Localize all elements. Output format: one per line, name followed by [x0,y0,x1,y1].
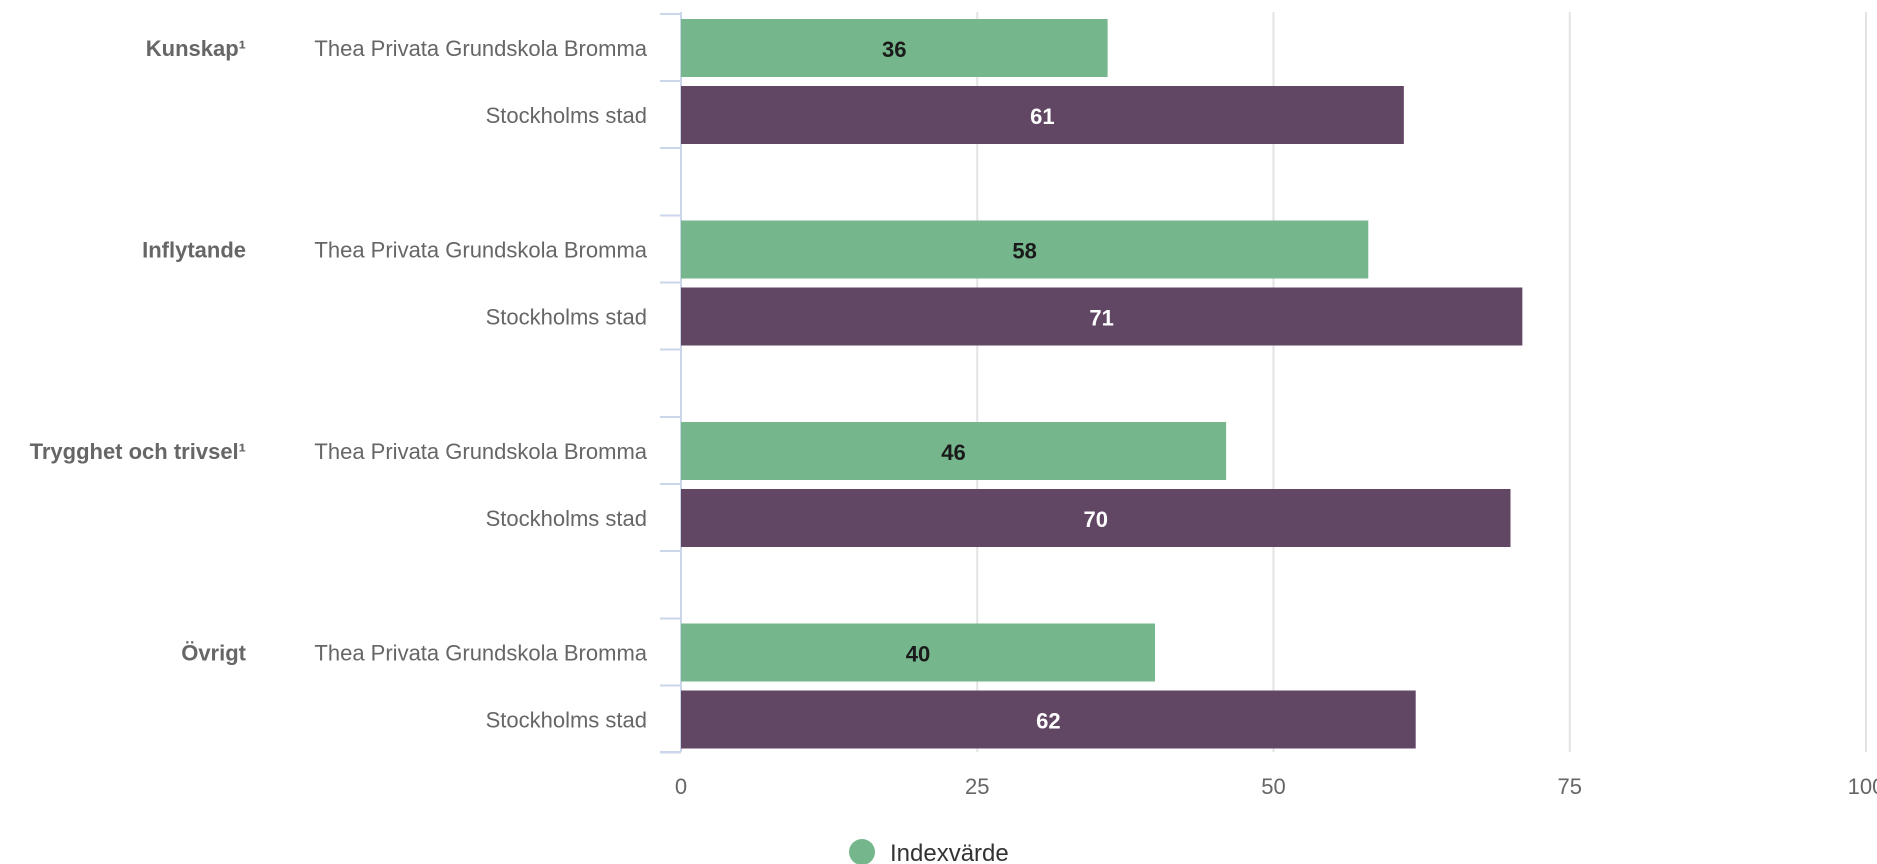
legend[interactable]: Indexvärde [849,839,1009,864]
bar-value-label: 61 [1030,104,1054,129]
row-label: Thea Privata Grundskola Bromma [314,36,647,61]
bar-city[interactable] [681,287,1523,346]
x-tick-label: 75 [1558,774,1582,799]
bar-value-label: 71 [1089,306,1113,331]
row-label: Stockholms stad [486,305,647,330]
row-label: Stockholms stad [486,506,647,531]
group-label: Trygghet och trivsel¹ [30,439,246,464]
row-label: Thea Privata Grundskola Bromma [314,439,647,464]
x-tick-label: 100 [1848,774,1877,799]
legend-label[interactable]: Indexvärde [890,840,1009,864]
labels: 0 25 50 75 100 Kunskap¹ 36 Thea Privata Grundsk… [30,36,1877,799]
bar-school[interactable] [681,220,1369,279]
row-label: Stockholms stad [486,103,647,128]
row-label: Thea Privata Grundskola Bromma [314,238,647,263]
bar-value-label: 70 [1084,507,1108,532]
bars [681,19,1523,749]
group-label: Kunskap¹ [146,36,246,61]
bar-school[interactable] [681,422,1227,480]
bar-school[interactable] [681,19,1108,77]
x-tick-label: 25 [965,774,989,799]
row-label: Stockholms stad [486,708,647,733]
legend-marker[interactable] [849,839,875,864]
bar-school[interactable] [681,623,1155,682]
bar-value-label: 62 [1036,709,1060,734]
bar-value-label: 36 [882,37,906,62]
bar-city[interactable] [681,86,1404,144]
bar-value-label: 46 [941,440,965,465]
bar-value-label: 40 [906,642,930,667]
bar-city[interactable] [681,690,1416,749]
group-label: Inflytande [142,238,246,263]
category-axis [660,12,682,754]
row-label: Thea Privata Grundskola Bromma [314,641,647,666]
x-tick-label: 50 [1261,774,1285,799]
bar-value-label: 58 [1012,239,1036,264]
group-label: Övrigt [181,641,246,666]
bar-city[interactable] [681,489,1511,547]
x-tick-label: 0 [675,774,687,799]
